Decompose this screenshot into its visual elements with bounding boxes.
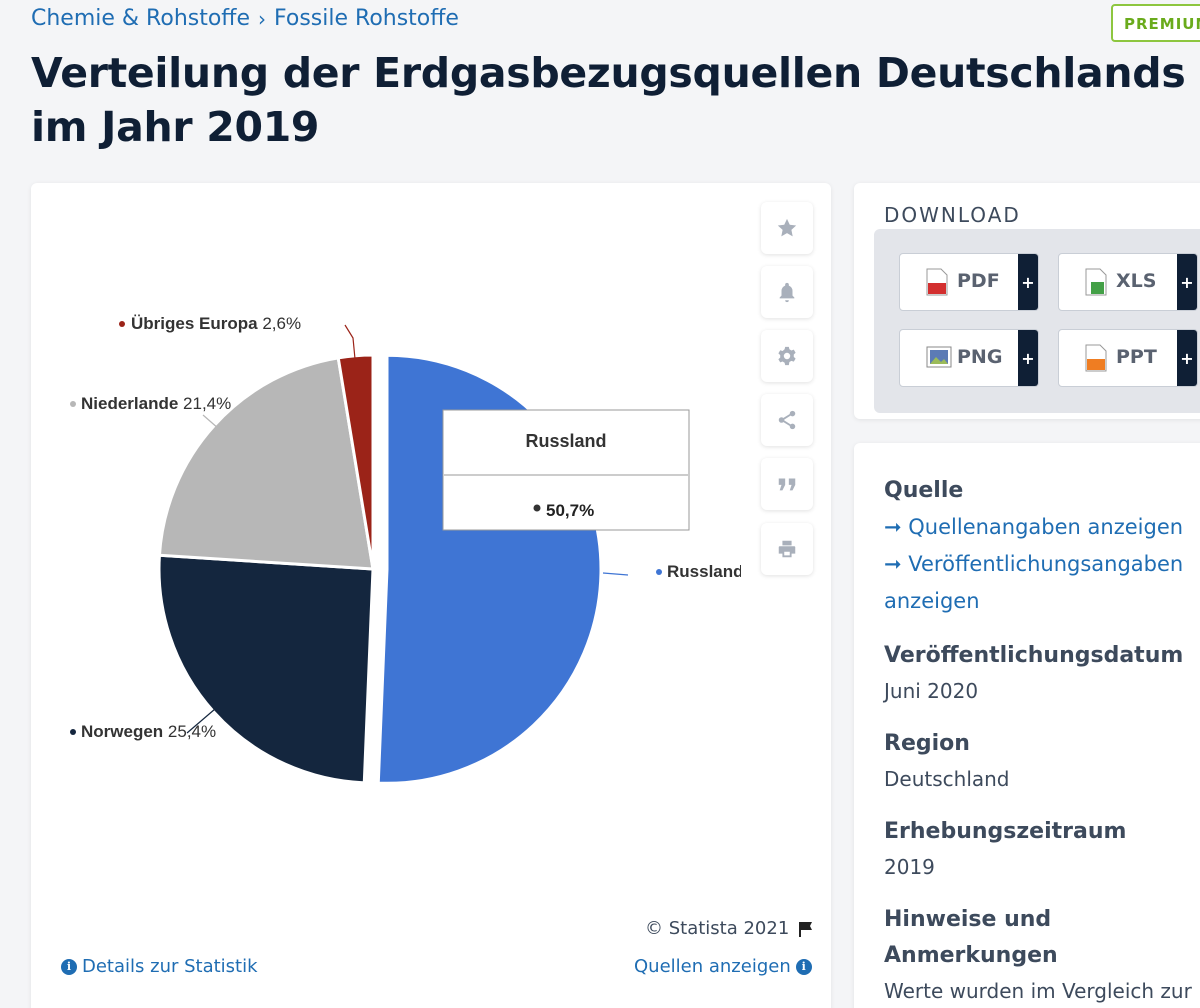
details-link-text: Details zur Statistik bbox=[82, 956, 258, 977]
copyright: © Statista 2021 bbox=[645, 918, 815, 939]
notes-value: Werte wurden im Vergleich zur bbox=[884, 979, 1192, 1003]
page-title: Verteilung der Erdgasbezugsquellen Deuts… bbox=[31, 49, 1186, 151]
breadcrumb: Chemie & Rohstoffe › Fossile Rohstoffe bbox=[31, 6, 459, 31]
survey-period-label: Erhebungszeitraum bbox=[884, 819, 1127, 844]
print-icon bbox=[778, 540, 796, 558]
pdf-label: PDF bbox=[957, 270, 1000, 292]
info-icon: i bbox=[61, 958, 77, 975]
pie-chart: Russland Norwegen 25,4% Niederlande 21,4% Ü… bbox=[70, 314, 741, 785]
premium-badge: PREMIUM bbox=[1111, 4, 1200, 42]
download-png-button[interactable]: PNG + bbox=[899, 329, 1039, 387]
gear-icon bbox=[778, 346, 796, 366]
source-details-link[interactable]: ➞ Quellenangaben anzeigen bbox=[884, 515, 1184, 539]
breadcrumb-separator: › bbox=[258, 6, 267, 31]
print-button[interactable] bbox=[761, 523, 813, 575]
metadata-card: Quelle ➞ Quellenangaben anzeigen ➞ Veröf… bbox=[854, 443, 1200, 1008]
publication-details-link-line2: anzeigen bbox=[884, 589, 980, 613]
notes-label-line2: Anmerkungen bbox=[884, 943, 1058, 968]
settings-button[interactable] bbox=[761, 330, 813, 382]
xls-label: XLS bbox=[1116, 270, 1157, 292]
png-file-icon bbox=[926, 346, 952, 368]
download-xls-button[interactable]: XLS + bbox=[1058, 253, 1198, 311]
chart-tooltip: Russland 50,7% bbox=[442, 409, 690, 531]
copyright-text: © Statista 2021 bbox=[645, 918, 790, 939]
breadcrumb-link-fossile[interactable]: Fossile Rohstoffe bbox=[274, 6, 459, 31]
publication-date-value: Juni 2020 bbox=[884, 679, 979, 703]
breadcrumb-link-chemie[interactable]: Chemie & Rohstoffe bbox=[31, 6, 251, 31]
pie-data-label: Übriges Europa 2,6% bbox=[131, 314, 301, 333]
share-button[interactable] bbox=[761, 394, 813, 446]
sources-link[interactable]: Quellen anzeigen i bbox=[634, 956, 812, 977]
plus-icon: + bbox=[1018, 254, 1038, 310]
download-card: DOWNLOAD PDF + XLS + PNG + PPT + bbox=[854, 183, 1200, 419]
notes-label: Hinweise und Anmerkungen bbox=[884, 902, 1200, 974]
download-heading: DOWNLOAD bbox=[884, 203, 1021, 227]
plus-icon: + bbox=[1018, 330, 1038, 386]
pie-data-label: Niederlande 21,4% bbox=[81, 394, 231, 413]
chart-card: Russland Norwegen 25,4% Niederlande 21,4% Ü… bbox=[31, 183, 831, 1008]
pie-data-label: Russland bbox=[667, 562, 741, 581]
share-icon bbox=[778, 410, 796, 430]
xls-file-icon bbox=[1085, 268, 1107, 296]
png-label: PNG bbox=[957, 346, 1003, 368]
legend-dot bbox=[70, 401, 76, 407]
tooltip-dot bbox=[533, 504, 541, 512]
region-label: Region bbox=[884, 731, 970, 756]
pie-slice-norwegen[interactable] bbox=[157, 553, 375, 785]
publication-details-link-line1: ➞ Veröffentlichungsangaben bbox=[884, 552, 1184, 576]
bell-icon bbox=[779, 282, 795, 303]
plus-icon: + bbox=[1177, 254, 1197, 310]
pie-slice-übriges-europa[interactable] bbox=[336, 353, 375, 570]
pie-slice-niederlande[interactable] bbox=[157, 356, 375, 571]
tooltip-title: Russland bbox=[525, 431, 606, 451]
download-area: PDF + XLS + PNG + PPT + bbox=[874, 229, 1200, 413]
ppt-label: PPT bbox=[1116, 346, 1157, 368]
notification-button[interactable] bbox=[761, 266, 813, 318]
favorite-button[interactable] bbox=[761, 202, 813, 254]
pie-connector-line bbox=[186, 708, 216, 734]
star-icon bbox=[777, 218, 797, 237]
info-icon: i bbox=[795, 958, 812, 975]
download-ppt-button[interactable]: PPT + bbox=[1058, 329, 1198, 387]
region-value: Deutschland bbox=[884, 767, 1010, 791]
pdf-file-icon bbox=[926, 268, 948, 296]
pie-connector-line bbox=[602, 572, 629, 576]
notes-label-line1: Hinweise und bbox=[884, 907, 1052, 932]
cite-button[interactable] bbox=[761, 458, 813, 510]
quote-icon bbox=[778, 478, 796, 491]
pie-connector-line bbox=[344, 324, 356, 360]
sources-link-text: Quellen anzeigen bbox=[634, 956, 791, 977]
pie-connector-line bbox=[202, 414, 220, 430]
tooltip-value: 50,7% bbox=[546, 501, 594, 520]
legend-dot bbox=[119, 321, 125, 327]
ppt-file-icon bbox=[1085, 344, 1107, 372]
legend-dot bbox=[656, 569, 662, 575]
flag-icon[interactable] bbox=[797, 920, 815, 938]
plus-icon: + bbox=[1177, 330, 1197, 386]
details-link[interactable]: i Details zur Statistik bbox=[61, 956, 258, 977]
publication-details-link[interactable]: ➞ Veröffentlichungsangaben anzeigen bbox=[884, 546, 1200, 620]
source-label: Quelle bbox=[884, 478, 964, 503]
survey-period-value: 2019 bbox=[884, 855, 935, 879]
legend-dot bbox=[70, 729, 76, 735]
publication-date-label: Veröffentlichungsdatum bbox=[884, 643, 1184, 668]
download-pdf-button[interactable]: PDF + bbox=[899, 253, 1039, 311]
pie-data-label: Norwegen 25,4% bbox=[81, 722, 216, 741]
